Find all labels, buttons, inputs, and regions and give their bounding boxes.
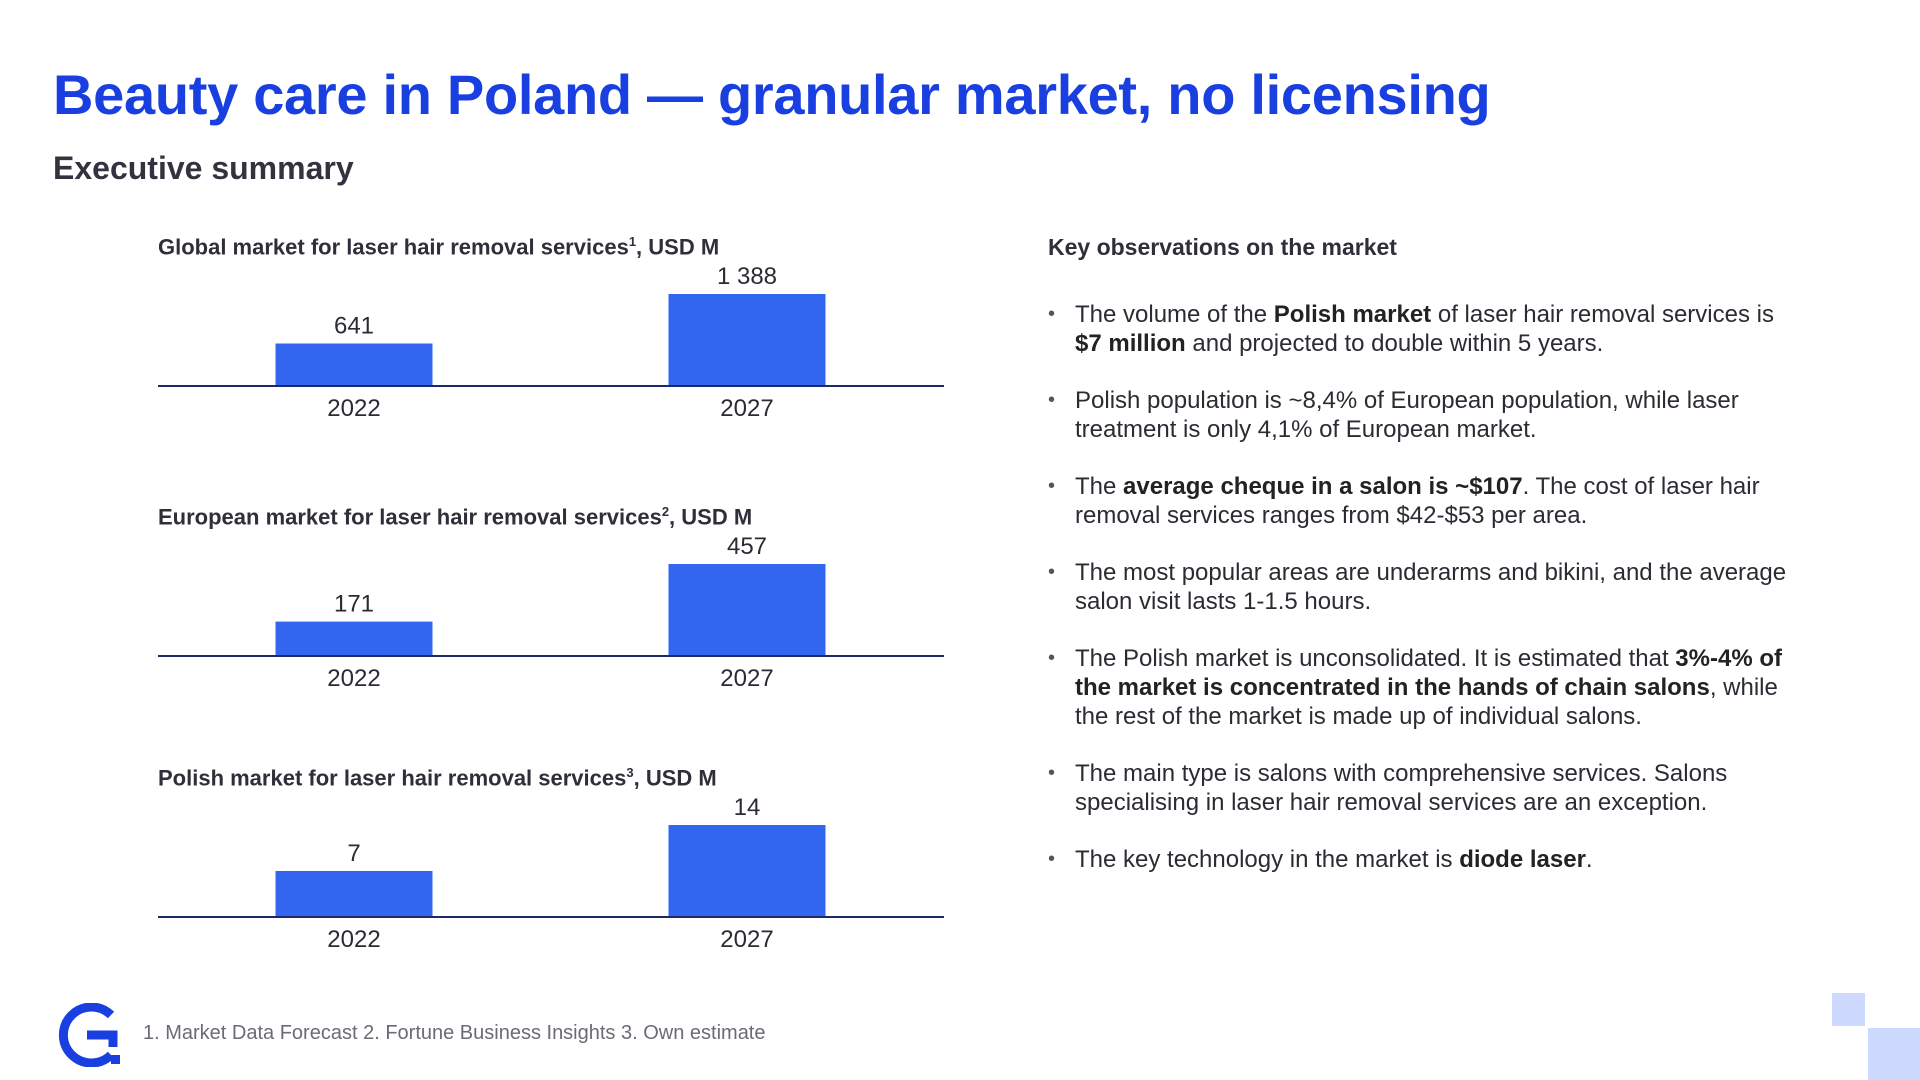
observation-text: Polish population is ~8,4% of European p… (1075, 387, 1739, 443)
observation-highlight: diode laser (1459, 846, 1586, 873)
tick-label: 2027 (720, 926, 773, 953)
observation-text: The (1075, 473, 1124, 500)
chart-title: Polish market for laser hair removal ser… (158, 765, 717, 791)
observation-highlight: average cheque in a salon is ~$107 (1123, 473, 1523, 500)
observation-highlight: $7 million (1075, 330, 1186, 357)
observation-text: The Polish market is unconsolidated. It … (1075, 645, 1676, 672)
observation-text: , while the rest of the market is made u… (1075, 674, 1778, 730)
data-label: 641 (334, 313, 374, 340)
data-label: 14 (734, 794, 761, 821)
chart-plot: 171 2022 457 2027 (158, 533, 944, 692)
tick-label: 2022 (327, 395, 380, 422)
bar-2022 (275, 343, 433, 386)
observation-item: Polish population is ~8,4% of European p… (1048, 386, 1788, 444)
decorative-square (1868, 1028, 1920, 1080)
bar-2027 (668, 294, 826, 386)
chart-plot: 7 2022 14 2027 (158, 794, 944, 953)
decorative-square (1832, 993, 1865, 1026)
data-label: 1 388 (717, 263, 777, 290)
observation-text: . (1585, 846, 1593, 873)
chart-title: European market for laser hair removal s… (158, 504, 753, 530)
observation-item: The most popular areas are underarms and… (1048, 558, 1788, 616)
bar-2022 (275, 621, 433, 656)
chart-title: Global market for laser hair removal ser… (158, 234, 720, 260)
observation-text: The main type is salons with comprehensi… (1075, 760, 1728, 816)
observation-highlight: Polish market (1273, 301, 1432, 328)
page-subtitle: Executive summary (53, 150, 354, 186)
data-label: 171 (334, 591, 374, 618)
tick-label: 2027 (720, 665, 773, 692)
data-label: 457 (727, 533, 767, 560)
observation-text: The most popular areas are underarms and… (1075, 559, 1787, 615)
bar-2027 (668, 564, 826, 656)
g-logo-icon (58, 1003, 120, 1067)
data-label: 7 (347, 840, 360, 867)
observation-item: The Polish market is unconsolidated. It … (1048, 644, 1788, 731)
page-title: Beauty care in Poland — granular market,… (53, 63, 1491, 126)
bar-2027 (668, 825, 826, 917)
footnote: 1. Market Data Forecast 2. Fortune Busin… (143, 1022, 766, 1044)
observation-text: . The cost of laser hair removal service… (1075, 473, 1760, 529)
observations-title: Key observations on the market (1048, 234, 1397, 260)
tick-label: 2022 (327, 665, 380, 692)
bar-2022 (275, 871, 433, 917)
observation-text: and projected to double within 5 years. (1185, 330, 1604, 357)
observation-item: The key technology in the market is diod… (1048, 845, 1788, 874)
observation-text: of laser hair removal services is (1431, 301, 1774, 328)
tick-label: 2022 (327, 926, 380, 953)
observation-item: The volume of the Polish market of laser… (1048, 300, 1788, 358)
tick-label: 2027 (720, 395, 773, 422)
observation-item: The main type is salons with comprehensi… (1048, 759, 1788, 817)
observation-text: The key technology in the market is (1075, 846, 1460, 873)
observation-highlight: 3%-4% of the market is concentrated in t… (1075, 645, 1782, 701)
observation-item: The average cheque in a salon is ~$107. … (1048, 472, 1788, 530)
chart-plot: 641 2022 1 388 2027 (158, 263, 944, 422)
observations-list: The volume of the Polish market of laser… (1048, 300, 1788, 902)
observation-text: The volume of the (1075, 301, 1274, 328)
